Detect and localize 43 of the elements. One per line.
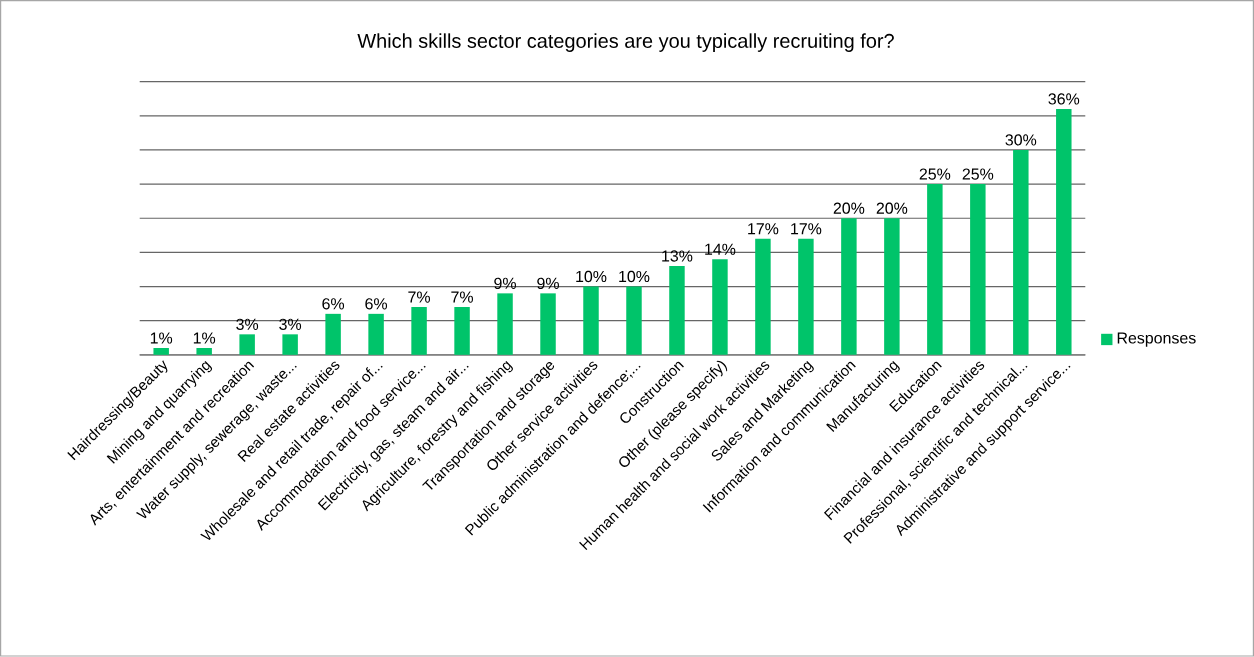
data-label: 36% (1048, 93, 1080, 105)
legend-label: Responses (1117, 332, 1196, 347)
bar (798, 238, 814, 356)
bar (669, 266, 685, 356)
bar (196, 348, 212, 356)
data-label: 6% (365, 298, 388, 310)
data-label: 17% (791, 223, 822, 235)
data-label: 30% (1005, 134, 1037, 146)
bar (282, 334, 298, 356)
data-label: 1% (193, 332, 216, 344)
bar (755, 238, 771, 356)
data-label: 20% (833, 202, 865, 215)
bar (325, 314, 341, 356)
bar (153, 348, 169, 356)
data-label: 6% (322, 298, 345, 310)
bar (239, 334, 255, 356)
data-label: 10% (619, 271, 650, 283)
data-label: 3% (236, 318, 259, 331)
bar (884, 218, 900, 356)
data-label: 7% (451, 291, 473, 303)
bar (540, 293, 556, 356)
data-label: 25% (962, 168, 994, 180)
chart-title: Which skills sector categories are you typically recruiting for? (357, 33, 894, 53)
data-label: 25% (919, 168, 951, 180)
data-label: 3% (279, 318, 302, 331)
bar (841, 218, 857, 356)
bar (927, 184, 943, 356)
data-label: 20% (876, 202, 908, 215)
bar (497, 293, 513, 356)
bar (454, 307, 470, 356)
bar (626, 286, 642, 356)
data-label: 1% (150, 332, 173, 344)
bar (368, 314, 384, 356)
bar (411, 307, 427, 356)
bar (583, 286, 599, 356)
data-label: 7% (408, 291, 431, 303)
data-label: 10% (576, 271, 607, 283)
data-label: 17% (748, 223, 779, 235)
bar (712, 259, 728, 356)
bar (970, 184, 986, 356)
bar (1013, 150, 1029, 356)
bar (1056, 109, 1072, 356)
data-label: 13% (662, 250, 693, 262)
